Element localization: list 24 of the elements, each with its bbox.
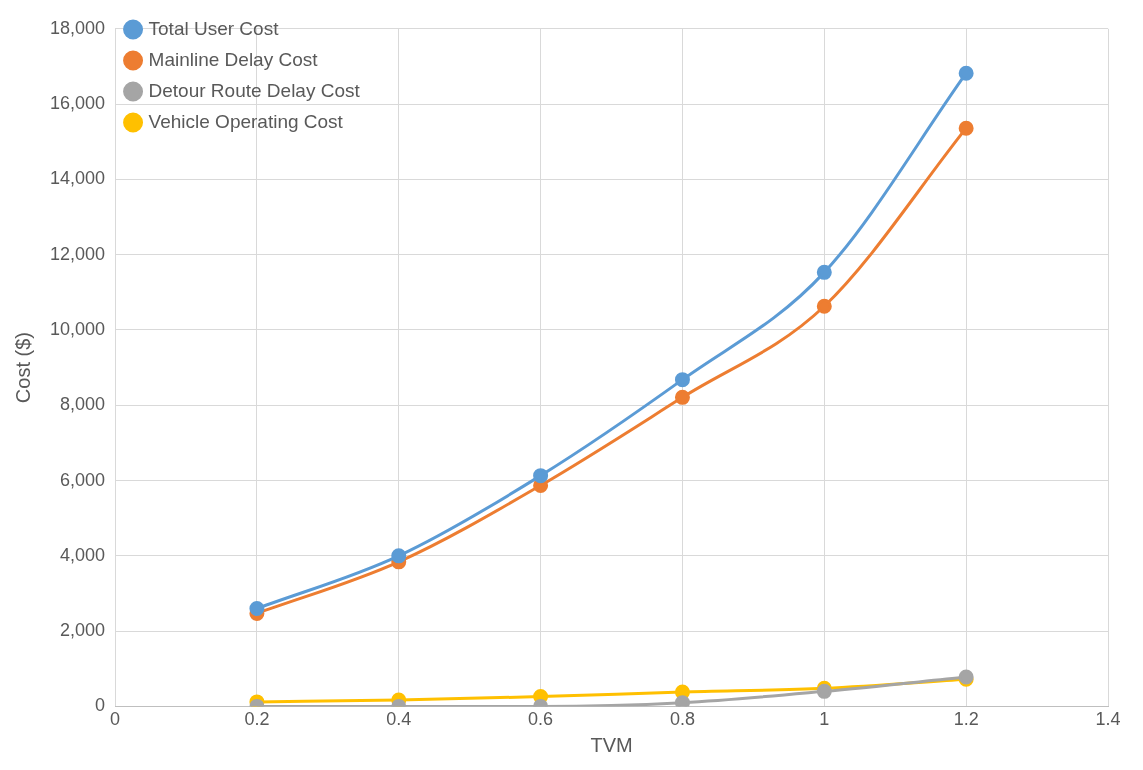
- legend-label: Detour Route Delay Cost: [148, 79, 361, 101]
- x-axis-title: TVM: [590, 733, 633, 756]
- y-tick-label: 10,000: [49, 318, 106, 339]
- x-tick-label: 0.2: [244, 709, 270, 730]
- y-tick-label: 6,000: [60, 469, 106, 490]
- y-tick-label: 18,000: [49, 17, 106, 38]
- y-tick-label: 8,000: [60, 394, 106, 415]
- x-tick-label: 0.8: [669, 709, 695, 730]
- x-tick-label: 0.4: [386, 709, 412, 730]
- y-tick-label: 14,000: [49, 168, 106, 189]
- x-tick-label: 0: [110, 709, 121, 730]
- x-tick-label: 1.2: [953, 709, 979, 730]
- legend-label: Total User Cost: [148, 17, 280, 39]
- x-tick-label: 1: [819, 709, 830, 730]
- y-tick-label: 12,000: [49, 243, 106, 264]
- y-tick-label: 16,000: [49, 93, 106, 114]
- x-tick-label: 0.6: [528, 709, 554, 730]
- y-axis-title: Cost ($): [11, 332, 34, 404]
- legend-label: Vehicle Operating Cost: [148, 110, 344, 132]
- legend-label: Mainline Delay Cost: [148, 48, 319, 70]
- y-tick-label: 4,000: [60, 544, 106, 565]
- x-tick-label: 1.4: [1095, 709, 1121, 730]
- y-tick-label: 2,000: [60, 620, 106, 641]
- y-tick-label: 0: [95, 695, 106, 716]
